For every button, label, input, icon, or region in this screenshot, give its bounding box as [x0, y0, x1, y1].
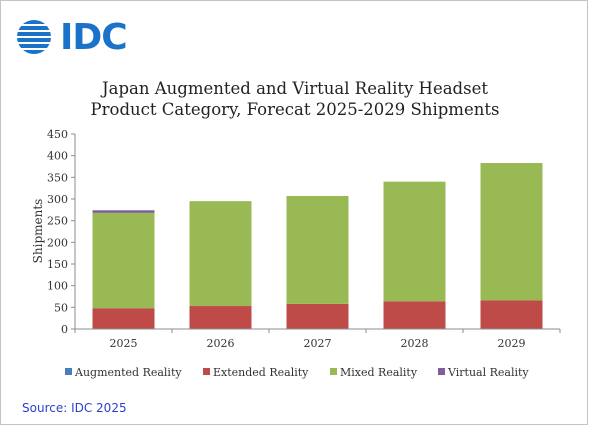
- bar-mixed-reality-2027: [286, 195, 349, 304]
- legend-label: Mixed Reality: [340, 366, 418, 379]
- bar-extended-reality-2028: [383, 301, 446, 329]
- legend-label: Augmented Reality: [74, 366, 182, 379]
- idc-globe-icon: [17, 20, 51, 54]
- legend-label: Extended Reality: [213, 366, 309, 379]
- bar-mixed-reality-2028: [383, 181, 446, 302]
- y-tick-label: 50: [54, 301, 68, 314]
- bar-extended-reality-2027: [286, 303, 349, 329]
- y-tick-label: 0: [61, 323, 68, 336]
- legend-swatch: [65, 368, 72, 375]
- bar-mixed-reality-2026: [189, 201, 252, 307]
- chart-title: Japan Augmented and Virtual Reality Head…: [60, 78, 530, 120]
- bar-extended-reality-2025: [92, 308, 155, 329]
- x-axis: 2025 2026 2027 2028 2029: [74, 328, 561, 350]
- bar-mixed-reality-2025: [92, 212, 155, 309]
- y-tick-label: 250: [47, 215, 68, 228]
- bar-mixed-reality-2029: [480, 163, 543, 301]
- x-tick-label: 2029: [498, 337, 526, 350]
- bar-extended-reality-2029: [480, 300, 543, 329]
- y-tick-label: 150: [47, 258, 68, 271]
- bar-extended-reality-2026: [189, 306, 252, 329]
- chart-title-line-2: Product Category, Forecat 2025-2029 Ship…: [90, 100, 500, 119]
- x-tick-label: 2028: [401, 337, 429, 350]
- legend-swatch: [438, 368, 445, 375]
- y-tick-label: 100: [47, 280, 68, 293]
- legend: Augmented Reality Extended Reality Mixed R…: [65, 366, 529, 379]
- y-axis-label: Shipments: [31, 199, 45, 264]
- bar-virtual-reality-2025: [92, 210, 155, 213]
- x-tick-label: 2026: [207, 337, 235, 350]
- bars: [92, 163, 543, 329]
- x-tick-label: 2027: [304, 337, 332, 350]
- legend-swatch: [203, 368, 210, 375]
- x-tick-label: 2025: [110, 337, 138, 350]
- chart-title-line-1: Japan Augmented and Virtual Reality Head…: [102, 79, 488, 98]
- idc-logo: IDC: [14, 15, 144, 57]
- y-tick-label: 200: [47, 236, 68, 249]
- legend-swatch: [330, 368, 337, 375]
- source-note: Source: IDC 2025: [22, 401, 127, 415]
- y-tick-label: 450: [47, 128, 68, 141]
- y-tick-label: 350: [47, 171, 68, 184]
- y-tick-label: 300: [47, 193, 68, 206]
- legend-label: Virtual Reality: [447, 366, 529, 379]
- y-axis: 0 50 100 150 200 250 300 350 400 450: [47, 128, 76, 336]
- logo-wordmark: IDC: [60, 17, 128, 58]
- y-tick-label: 400: [47, 150, 68, 163]
